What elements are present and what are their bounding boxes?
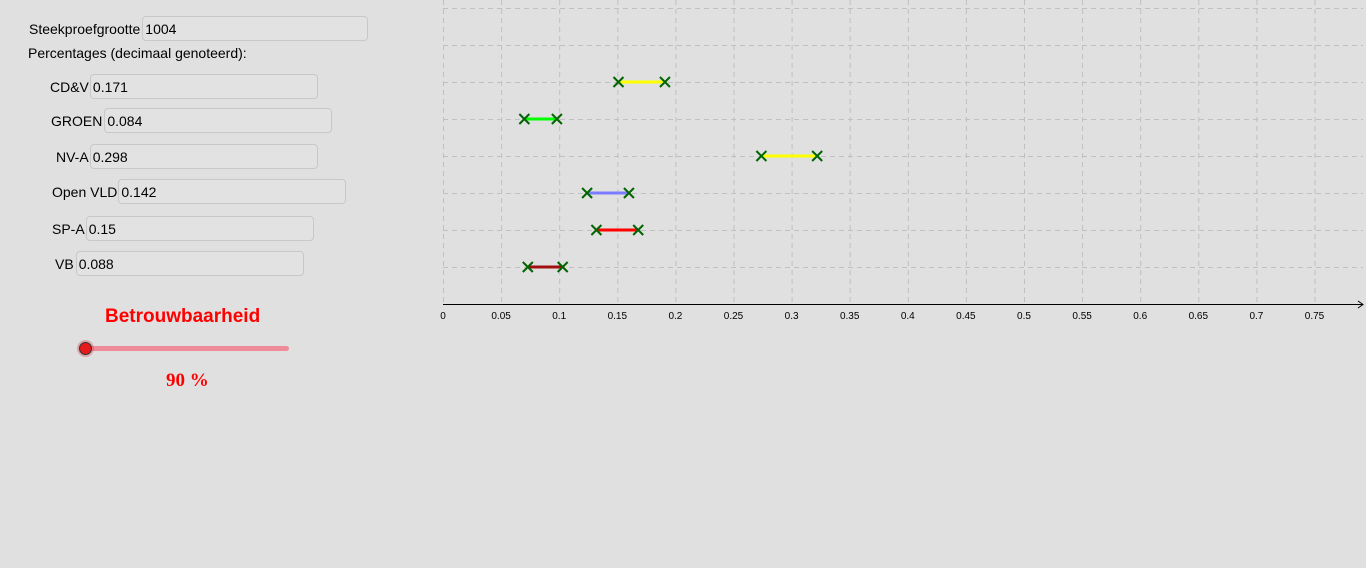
x-tick-label: 0.75 — [1305, 311, 1325, 322]
sample-size-label: Steekproefgrootte — [29, 20, 141, 37]
party-label: Open VLD — [52, 183, 118, 200]
interval-upper-marker — [632, 224, 644, 236]
x-tick-label: 0 — [440, 311, 446, 322]
party-value-input[interactable] — [85, 216, 314, 241]
x-tick-label: 0.35 — [840, 311, 860, 322]
x-tick-label: 0.25 — [724, 311, 744, 322]
reliability-slider-knob[interactable] — [79, 342, 92, 355]
x-tick-label: 0.1 — [552, 311, 566, 322]
sample-size-row: Steekproefgrootte — [29, 15, 369, 42]
x-tick-label: 0.55 — [1072, 311, 1092, 322]
marker-stroke — [581, 187, 593, 199]
x-tick-label: 0.7 — [1249, 311, 1263, 322]
marker-stroke — [659, 76, 671, 88]
party-value-input[interactable] — [89, 74, 318, 99]
reliability-slider-track[interactable] — [86, 346, 289, 351]
interval-marks — [518, 76, 823, 273]
interval-upper-marker — [556, 261, 569, 273]
party-label: NV-A — [56, 148, 89, 165]
interval-upper-marker — [623, 187, 635, 199]
x-axis-arrow — [1357, 300, 1364, 309]
marker-stroke — [556, 261, 569, 273]
party-label: SP-A — [52, 220, 85, 237]
marker-stroke — [522, 261, 534, 273]
party-value-input[interactable] — [89, 144, 318, 169]
party-label: CD&V — [50, 78, 89, 95]
interval-lower-marker — [518, 113, 531, 125]
interval-lower-marker — [581, 187, 593, 199]
x-tick-label: 0.65 — [1189, 311, 1209, 322]
reliability-value: 90 % — [166, 370, 209, 391]
x-tick-label: 0.5 — [1017, 311, 1031, 322]
sample-size-input[interactable] — [142, 16, 369, 41]
marker-stroke — [612, 76, 625, 88]
interval-upper-marker — [811, 150, 823, 162]
marker-stroke — [632, 224, 644, 236]
x-tick-label: 0.05 — [491, 311, 511, 322]
interval-upper-marker — [659, 76, 671, 88]
party-row-spa: SP-A — [52, 215, 314, 242]
party-value-input[interactable] — [75, 251, 304, 276]
marker-stroke — [590, 224, 603, 236]
interval-lower-marker — [612, 76, 625, 88]
party-label: GROEN — [51, 112, 103, 129]
x-axis — [443, 300, 1364, 309]
x-tick-label: 0.3 — [785, 311, 799, 322]
percentages-heading: Percentages (decimaal genoteerd): — [28, 45, 247, 61]
party-row-groen: GROEN — [51, 107, 333, 134]
interval-lower-marker — [522, 261, 534, 273]
interval-upper-marker — [551, 113, 563, 125]
marker-stroke — [623, 187, 635, 199]
chart-grid — [443, 0, 1363, 304]
interval-lower-marker — [590, 224, 603, 236]
x-tick-label: 0.6 — [1133, 311, 1147, 322]
confidence-interval-chart: 0 0.05 0.1 0.15 0.2 0.25 0.3 0.35 0.4 0.45 0.5 0.55… — [440, 0, 1364, 322]
marker-stroke — [811, 150, 823, 162]
x-tick-label: 0.45 — [956, 311, 976, 322]
x-tick-label: 0.15 — [608, 311, 628, 322]
marker-stroke — [518, 113, 531, 125]
x-tick-label: 0.4 — [901, 311, 915, 322]
marker-stroke — [551, 113, 563, 125]
x-axis-ticks: 0 0.05 0.1 0.15 0.2 0.25 0.3 0.35 0.4 0.45 0.5 0.55… — [440, 311, 1324, 322]
x-tick-label: 0.2 — [668, 311, 682, 322]
party-row-nva: NV-A — [56, 143, 318, 170]
party-value-input[interactable] — [118, 179, 347, 204]
party-row-open-vld: Open VLD — [52, 178, 347, 205]
party-row-cdv: CD&V — [50, 73, 318, 100]
interval-lower-marker — [755, 150, 768, 162]
reliability-title: Betrouwbaarheid — [105, 306, 261, 327]
party-value-input[interactable] — [104, 108, 333, 133]
party-label: VB — [55, 255, 74, 272]
party-row-vb: VB — [55, 250, 304, 277]
marker-stroke — [755, 150, 768, 162]
